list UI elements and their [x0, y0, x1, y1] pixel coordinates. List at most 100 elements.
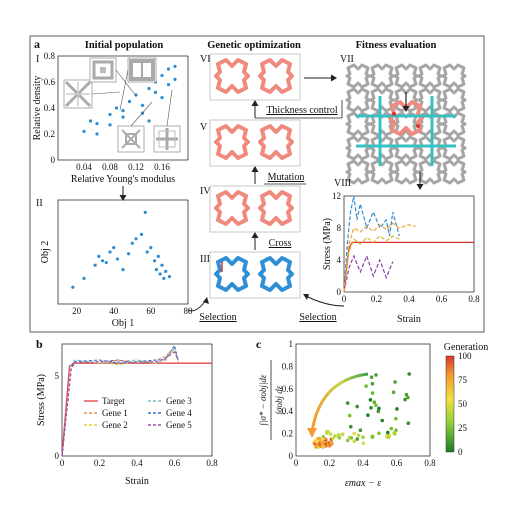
- panel-c: c 10.80.60.40.20 0 0.2 0.4 0.6 0.8 εmax − ε …: [256, 337, 488, 489]
- plot-c-point: [364, 384, 368, 388]
- plot-c-point: [345, 401, 350, 405]
- plot-c-point: [366, 413, 370, 418]
- plot-b-xlabel: Strain: [125, 476, 149, 487]
- plot-c-point: [377, 431, 381, 436]
- lattice-cell: [369, 87, 395, 113]
- plot-I-point: [127, 99, 132, 104]
- plot-I-xtick: 0.08: [102, 162, 118, 172]
- plot-c-point: [394, 416, 398, 421]
- plot-I-point: [160, 73, 164, 78]
- plot-II-point: [130, 241, 134, 245]
- plot-II-point: [145, 250, 149, 254]
- plot-VIII-yticks: 12 8 4 0: [332, 191, 342, 297]
- plot-VIII-ytick: 0: [337, 287, 342, 297]
- panel-a-frame: [29, 35, 485, 333]
- panel-c-letter: c: [256, 337, 262, 351]
- thumbnail-cross: [63, 79, 93, 109]
- plot-I-point: [121, 109, 125, 113]
- plot-c-point: [361, 441, 366, 446]
- plot-II-xtick: 60: [146, 306, 156, 316]
- plot-II-point: [71, 285, 75, 289]
- plot-VIII-xtick: 0.4: [403, 294, 415, 304]
- plot-c-point: [393, 380, 397, 384]
- colorbar-tick: 50: [458, 399, 468, 409]
- plot-c-point: [389, 426, 394, 431]
- colorbar-tick: 75: [458, 375, 468, 385]
- lattice-cell: [393, 135, 419, 161]
- lattice-cell: [369, 135, 395, 161]
- plot-b-ylabel: Stress (MPa): [36, 374, 47, 426]
- plot-I-point: [88, 119, 93, 123]
- lattice-VII: VII: [340, 54, 467, 185]
- label-cross: Cross: [269, 238, 292, 249]
- colorbar-tick: 25: [458, 423, 468, 433]
- label-II: II: [36, 198, 43, 209]
- plot-c-point: [361, 435, 365, 440]
- plot-II-points: [71, 210, 172, 289]
- plot-I-ytick: 0.8: [44, 51, 56, 61]
- header-fitness-evaluation: Fitness evaluation: [356, 40, 437, 51]
- plot-VIII-ylabel: Stress (MPa): [322, 218, 333, 270]
- plot-II-point: [93, 263, 97, 267]
- plot-I-ytick: 0.4: [44, 103, 56, 113]
- plot-c-point: [331, 436, 335, 441]
- lattice-cell: [393, 63, 419, 89]
- plot-II-xtick: 40: [109, 306, 119, 316]
- plot-I-points: [82, 64, 177, 136]
- plot-II-xtick: 80: [184, 306, 194, 316]
- plot-c-xtick: 0.8: [424, 458, 436, 468]
- label-I: I: [36, 54, 39, 65]
- plot-II-ylabel: Obj 2: [40, 241, 51, 264]
- thumbnail-frame-1: [89, 57, 117, 83]
- plot-I-point: [147, 119, 151, 123]
- plot-c-point: [320, 444, 325, 449]
- plot-c-point: [403, 397, 407, 402]
- arrowhead-I-to-II: [119, 195, 127, 201]
- plot-b-xtick: 0.8: [206, 458, 218, 468]
- plot-II-point: [167, 275, 172, 279]
- panel-b-letter: b: [36, 337, 43, 351]
- plot-I-point: [166, 83, 171, 87]
- plot-c-point: [352, 431, 357, 436]
- plot-II-point: [143, 210, 147, 214]
- plot-c-point: [349, 436, 354, 440]
- plot-VIII-lines: [343, 195, 474, 293]
- plot-VIII-series-4: [343, 254, 394, 293]
- plot-c-point: [393, 432, 397, 436]
- plot-II-point: [115, 257, 120, 261]
- plot-c-point: [328, 432, 333, 436]
- plot-VIII-series-2: [343, 195, 400, 293]
- colorbar-title: Generation: [444, 342, 488, 353]
- colorbar-ticks: 100 75 50 25 0: [458, 351, 472, 457]
- legend-label: Gene 1: [102, 408, 128, 418]
- plot-c-points: [312, 372, 412, 449]
- plot-II-point: [126, 252, 131, 256]
- plot-I-ylabel: Relative density: [32, 76, 43, 141]
- lattice-cell: [369, 63, 395, 89]
- plot-c-point: [380, 418, 385, 423]
- header-genetic-optimization: Genetic optimization: [207, 40, 301, 51]
- plot-c-axes: [295, 343, 431, 457]
- plot-b-series-6: [61, 351, 179, 457]
- lattice-cell: [441, 63, 467, 89]
- plot-II-point: [149, 246, 153, 250]
- plot-b-series-4: [61, 347, 179, 457]
- plot-c-yticks: 1 0.8 0.6 0.4 0.2 0: [282, 339, 294, 461]
- plot-II-xlabel: Obj 1: [112, 318, 135, 329]
- plot-b-ytick: 5: [55, 371, 60, 381]
- plot-c-point: [349, 424, 353, 429]
- plot-c-xtick: 0: [294, 458, 299, 468]
- plot-c-ytick: 0.2: [282, 429, 293, 439]
- plot-c-ylabel: ∫|σ* − σobj|dε ∫σobj dε: [258, 360, 285, 440]
- plot-b-series-5: [61, 344, 179, 457]
- colorbar-tick: 0: [458, 447, 463, 457]
- plot-II-point: [134, 237, 138, 241]
- plot-c-point: [406, 395, 410, 400]
- plot-VIII-xtick: 0.6: [436, 294, 448, 304]
- plot-b-legend: Target Gene 1 Gene 2 Gene 3 Gene 4 Gene 5: [84, 396, 192, 430]
- plot-VIII-xtick: 0.2: [371, 294, 382, 304]
- plot-c-ylabel-num: ∫|σ* − σobj|dε: [258, 374, 269, 426]
- plot-II-axes: [57, 199, 189, 305]
- plot-c-trend-arrow: [310, 372, 369, 433]
